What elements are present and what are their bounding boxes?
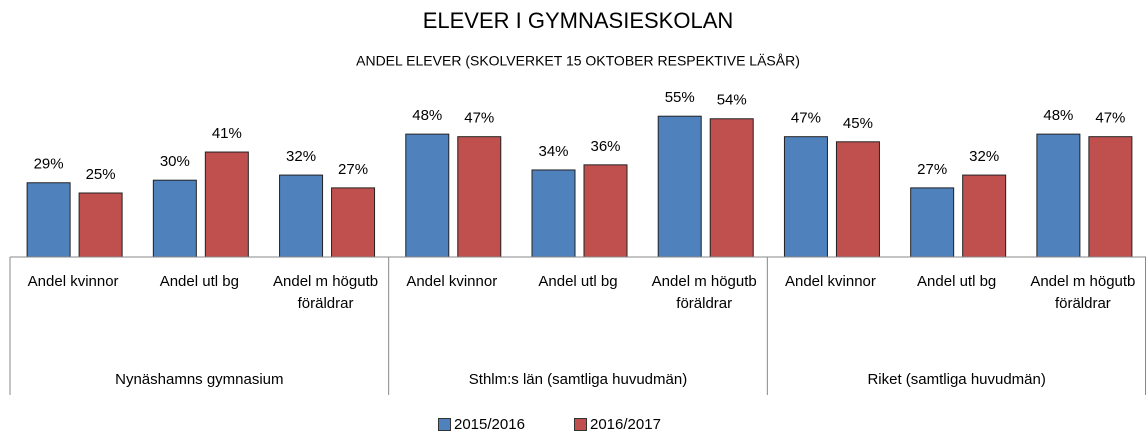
category-label: Andel utl bg <box>159 273 239 290</box>
bar <box>910 187 955 258</box>
legend-swatch <box>574 418 587 431</box>
data-label: 32% <box>286 148 316 165</box>
legend-text: 2015/2016 <box>454 416 525 433</box>
category-label: Andel kvinnor <box>784 273 876 290</box>
category-label: Andel kvinnor <box>27 273 119 290</box>
data-label: 41% <box>212 125 242 142</box>
category-label: Andel m högutb föräldrar <box>273 273 379 312</box>
bar <box>279 174 324 258</box>
bar <box>1036 133 1081 258</box>
category-label: Andel m högutb föräldrar <box>1030 273 1136 312</box>
chart-title: ELEVER I GYMNASIESKOLAN <box>423 8 734 33</box>
bar <box>457 136 502 258</box>
data-label: 36% <box>590 138 620 155</box>
data-label: 30% <box>160 153 190 170</box>
bar <box>531 169 576 258</box>
bar <box>709 118 754 258</box>
bar <box>583 164 628 258</box>
bar <box>405 133 450 258</box>
bar <box>78 192 123 258</box>
category-label: Andel kvinnor <box>406 273 498 290</box>
bar <box>152 179 197 258</box>
category-label: Andel m högutb föräldrar <box>651 273 757 312</box>
data-label: 47% <box>791 110 821 127</box>
data-label: 48% <box>1043 107 1073 124</box>
data-label: 34% <box>538 143 568 160</box>
data-label: 25% <box>86 166 116 183</box>
data-label: 29% <box>34 156 64 173</box>
legend-item: 2015/2016 <box>438 416 525 433</box>
data-label: 55% <box>665 89 695 106</box>
bar <box>26 182 71 258</box>
bar <box>783 136 828 258</box>
group-label: Nynäshamns gymnasium <box>115 371 284 388</box>
bar <box>204 151 249 258</box>
chart-subtitle: ANDEL ELEVER (SKOLVERKET 15 OKTOBER RESP… <box>356 53 800 69</box>
data-label: 27% <box>917 161 947 178</box>
bar <box>657 115 702 258</box>
bar <box>835 141 880 258</box>
data-label: 54% <box>717 92 747 109</box>
legend-swatch <box>438 418 451 431</box>
category-label: Andel utl bg <box>917 273 997 290</box>
group-label: Riket (samtliga huvudmän) <box>867 371 1046 388</box>
bar <box>1088 136 1133 258</box>
legend-text: 2016/2017 <box>590 416 661 433</box>
data-label: 48% <box>412 107 442 124</box>
category-label: Andel utl bg <box>538 273 618 290</box>
data-label: 47% <box>464 110 494 127</box>
data-label: 47% <box>1095 110 1125 127</box>
legend-item: 2016/2017 <box>574 416 661 433</box>
bar <box>331 187 376 258</box>
group-label: Sthlm:s län (samtliga huvudmän) <box>468 371 688 388</box>
data-label: 27% <box>338 161 368 178</box>
data-label: 32% <box>969 148 999 165</box>
bar <box>962 174 1007 258</box>
data-label: 45% <box>843 115 873 132</box>
